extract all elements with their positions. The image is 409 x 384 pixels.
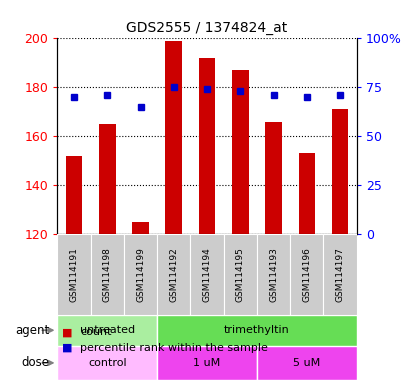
- Bar: [157, 315, 356, 346]
- Bar: [57, 234, 90, 315]
- Text: GSM114195: GSM114195: [235, 247, 244, 302]
- Bar: [157, 346, 256, 380]
- Text: GSM114191: GSM114191: [70, 247, 79, 302]
- Bar: [265, 122, 281, 234]
- Text: GSM114193: GSM114193: [268, 247, 277, 302]
- Text: 5 uM: 5 uM: [292, 358, 320, 368]
- Bar: [57, 346, 157, 380]
- Text: count: count: [80, 327, 111, 337]
- Text: control: control: [88, 358, 126, 368]
- Text: GSM114199: GSM114199: [136, 247, 145, 302]
- Bar: [223, 234, 256, 315]
- Text: ■: ■: [61, 327, 72, 337]
- Bar: [256, 346, 356, 380]
- Bar: [124, 234, 157, 315]
- Bar: [331, 109, 348, 234]
- Text: trimethyltin: trimethyltin: [223, 325, 289, 335]
- Bar: [323, 234, 356, 315]
- Text: untreated: untreated: [79, 325, 135, 335]
- Text: percentile rank within the sample: percentile rank within the sample: [80, 343, 267, 353]
- Text: dose: dose: [21, 356, 49, 369]
- Title: GDS2555 / 1374824_at: GDS2555 / 1374824_at: [126, 21, 287, 35]
- Bar: [256, 234, 290, 315]
- Bar: [190, 234, 223, 315]
- Bar: [132, 222, 148, 234]
- Text: ■: ■: [61, 343, 72, 353]
- Bar: [198, 58, 215, 234]
- Bar: [90, 234, 124, 315]
- Bar: [298, 154, 315, 234]
- Text: agent: agent: [15, 324, 49, 337]
- Text: GSM114194: GSM114194: [202, 247, 211, 302]
- Bar: [57, 315, 157, 346]
- Text: GSM114192: GSM114192: [169, 247, 178, 302]
- Bar: [99, 124, 115, 234]
- Bar: [157, 234, 190, 315]
- Text: GSM114196: GSM114196: [301, 247, 310, 302]
- Bar: [165, 41, 182, 234]
- Text: GSM114198: GSM114198: [103, 247, 112, 302]
- Bar: [290, 234, 323, 315]
- Bar: [231, 70, 248, 234]
- Text: 1 uM: 1 uM: [193, 358, 220, 368]
- Bar: [65, 156, 82, 234]
- Text: GSM114197: GSM114197: [335, 247, 344, 302]
